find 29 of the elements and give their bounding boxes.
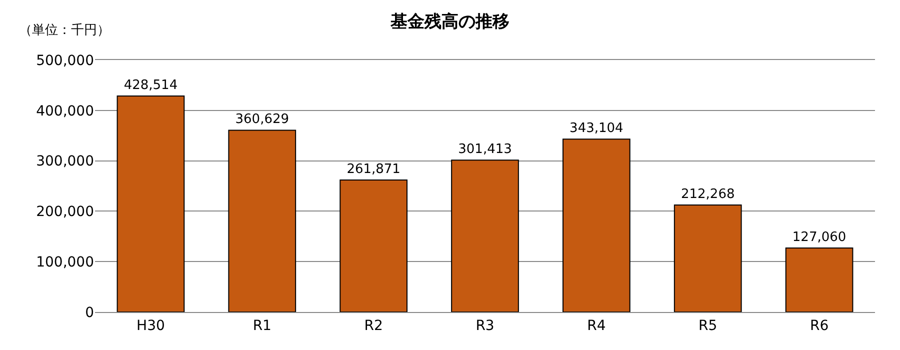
y-tick-label: 300,000 xyxy=(36,154,94,170)
x-tick-label: R4 xyxy=(587,318,606,334)
x-tick-label: R1 xyxy=(252,318,272,334)
x-tick-label: H30 xyxy=(136,318,165,334)
x-tick-label: R5 xyxy=(698,318,718,334)
bar xyxy=(674,204,742,312)
bar xyxy=(340,180,408,312)
text: （単位：千円） xyxy=(19,23,110,38)
bar xyxy=(562,138,630,312)
bar xyxy=(451,160,519,312)
data-label: 127,060 xyxy=(792,230,846,245)
y-tick-label: 400,000 xyxy=(36,103,94,120)
x-tick-label: R3 xyxy=(476,318,494,334)
bar xyxy=(228,130,296,312)
data-label: 212,268 xyxy=(680,187,735,202)
data-label: 428,514 xyxy=(124,78,178,94)
data-label: 261,871 xyxy=(346,162,400,178)
x-tick-label: R2 xyxy=(364,318,383,334)
y-tick-label: 200,000 xyxy=(36,204,94,220)
data-label: 360,629 xyxy=(235,112,290,128)
chart-title: 基金残高の推移 xyxy=(390,12,510,32)
bar xyxy=(116,96,185,312)
x-tick-label: R6 xyxy=(810,318,829,334)
y-tick-label: 0 xyxy=(85,304,94,321)
data-label: 301,413 xyxy=(458,142,512,158)
data-label: 343,104 xyxy=(570,121,624,136)
bar xyxy=(785,247,854,312)
y-tick-label: 100,000 xyxy=(36,254,94,270)
y-tick-label: 500,000 xyxy=(36,52,94,69)
